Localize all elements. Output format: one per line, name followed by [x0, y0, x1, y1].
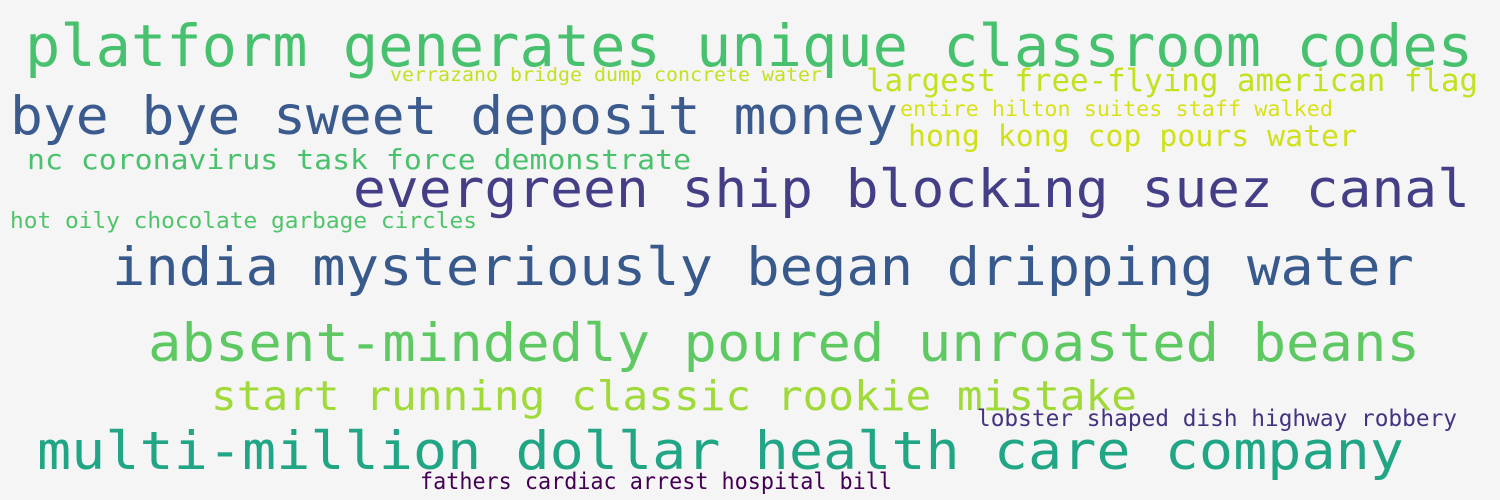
phrase-nc-coronavirus-task-force-demonstrate: nc coronavirus task force demonstrate	[27, 143, 692, 176]
phrase-fathers-cardiac-arrest-hospital-bill: fathers cardiac arrest hospital bill	[420, 469, 892, 495]
phrase-lobster-shaped-dish-highway-robbery: lobster shaped dish highway robbery	[977, 406, 1458, 432]
phrase-start-running-classic-rookie-mistake: start running classic rookie mistake	[211, 372, 1137, 420]
phrase-multi-million-dollar-health-care-company: multi-million dollar health care company	[37, 421, 1404, 482]
phrase-platform-generates-unique-classroom-codes: platform generates unique classroom code…	[25, 12, 1474, 80]
phrase-hot-oily-chocolate-garbage-circles: hot oily chocolate garbage circles	[10, 209, 478, 234]
phrase-entire-hilton-suites-staff-walked: entire hilton suites staff walked	[900, 97, 1334, 121]
phrase-hong-kong-cop-pours-water: hong kong cop pours water	[908, 119, 1357, 153]
phrase-largest-free-flying-american-flag: largest free-flying american flag	[866, 63, 1479, 99]
phrase-bye-bye-sweet-deposit-money: bye bye sweet deposit money	[10, 86, 898, 147]
phrase-verrazano-bridge-dump-concrete-water: verrazano bridge dump concrete water	[390, 64, 822, 86]
phrase-india-mysteriously-began-dripping-water: india mysteriously began dripping water	[112, 237, 1414, 298]
phrase-evergreen-ship-blocking-suez-canal: evergreen ship blocking suez canal	[353, 159, 1471, 220]
phrase-absent-mindedly-poured-unroasted-beans: absent-mindedly poured unroasted beans	[148, 313, 1420, 374]
